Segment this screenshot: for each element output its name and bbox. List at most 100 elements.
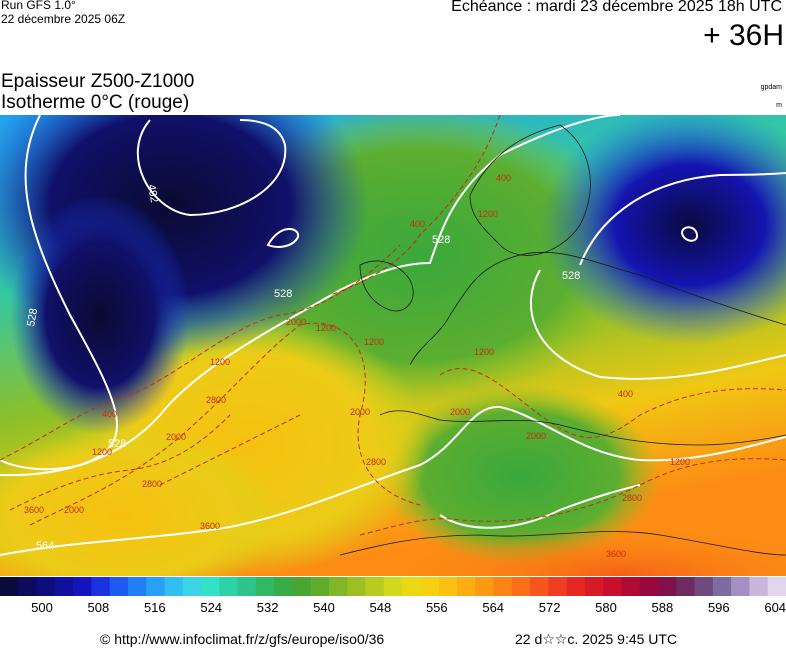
colorbar-swatch (73, 577, 92, 596)
colorbar-swatch (201, 577, 220, 596)
isotherm-label: 3600 (606, 549, 626, 559)
colorbar-swatch (0, 577, 19, 596)
colorbar-swatch (329, 577, 348, 596)
colorbar-swatch (767, 577, 786, 596)
colorbar-swatch (639, 577, 659, 596)
thickness-label: 528 (274, 288, 292, 300)
source-url-label: © http://www.infoclimat.fr/z/gfs/europe/… (100, 631, 385, 647)
isotherm-label: 1200 (364, 337, 384, 347)
valid-time-label: Echéance : mardi 23 décembre 2025 18h UT… (451, 0, 782, 15)
colorbar-swatch (676, 577, 696, 596)
colorbar-tick-label: 580 (595, 600, 617, 615)
colorbar-swatch (420, 577, 440, 596)
unit-m-label: m (776, 102, 782, 109)
colorbar-swatch (511, 577, 531, 596)
colorbar-tick-label: 540 (313, 600, 335, 615)
thickness-label: 528 (432, 234, 450, 246)
colorbar-tick-label: 556 (425, 600, 448, 615)
colorbar-swatch (164, 577, 184, 596)
colorbar-swatch (383, 577, 403, 596)
isotherm-label: 2000 (526, 431, 546, 441)
colorbar-swatch (292, 577, 312, 596)
generation-time-label: 22 d☆☆c. 2025 9:45 UTC (515, 631, 678, 647)
colorbar-swatch (731, 577, 751, 596)
colorbar-swatch (493, 577, 513, 596)
lead-time-label: + 36H (703, 19, 784, 52)
colorbar-swatch (603, 577, 623, 596)
weather-map: 492 528 528 528 528 528 564 400 400 1200… (0, 115, 786, 576)
colorbar-tick-label: 508 (87, 600, 110, 615)
isotherm-label: 2800 (142, 479, 162, 489)
thickness-label: 564 (36, 540, 54, 552)
isotherm-label: 400 (496, 173, 511, 183)
colorbar-swatch (310, 577, 330, 596)
colorbar-swatch (530, 577, 549, 596)
colorbar-swatch (219, 577, 239, 596)
colorbar-swatch (658, 577, 677, 596)
colorbar-swatch (438, 577, 458, 596)
isotherm-label: 2000 (166, 432, 186, 442)
colorbar-tick-label: 532 (256, 600, 279, 615)
isotherm-label: 2800 (206, 395, 226, 405)
colorbar-swatch (36, 577, 56, 596)
colorbar-tick-label: 596 (707, 600, 730, 615)
colorbar-swatch (347, 577, 367, 596)
isotherm-label: 400 (410, 219, 425, 229)
thickness-label: 528 (108, 438, 126, 450)
parameter-title-isotherm: Isotherme 0°C (rouge) (1, 92, 190, 113)
colorbar-swatch (255, 577, 275, 596)
thickness-label: 528 (25, 307, 40, 327)
isotherm-label: 1200 (478, 209, 498, 219)
colorbar-swatch (694, 577, 714, 596)
isotherm-label: 2800 (622, 493, 642, 503)
colorbar-swatch (456, 577, 476, 596)
colorbar-swatch (621, 577, 641, 596)
isotherm-label: 1200 (670, 457, 690, 467)
colorbar-swatch (566, 577, 586, 596)
isotherm-label: 1200 (474, 347, 494, 357)
run-date-label: 22 décembre 2025 06Z (1, 12, 126, 26)
colorbar-swatch (712, 577, 732, 596)
isotherm-label: 400 (102, 409, 117, 419)
isotherm-label: 2000 (286, 317, 306, 327)
colorbar-tick-label: 604 (764, 600, 786, 615)
colorbar-swatch (749, 577, 769, 596)
colorbar-swatch (475, 577, 495, 596)
unit-gpdam-label: gpdam (760, 84, 782, 91)
colorbar-swatch (18, 577, 38, 596)
colorbar-tick-label: 524 (200, 600, 223, 615)
colorbar-tick-label: 572 (538, 600, 561, 615)
isotherm-label: 2000 (350, 407, 370, 417)
colorbar-swatch (109, 577, 129, 596)
colorbar-swatch (237, 577, 257, 596)
colorbar-swatch (402, 577, 422, 596)
parameter-title-thickness: Epaisseur Z500-Z1000 (1, 71, 195, 92)
colorbar-tick-label: 548 (369, 600, 392, 615)
isotherm-label: 1200 (92, 447, 112, 457)
thickness-label: 492 (145, 183, 160, 203)
colorbar-swatch (127, 577, 147, 596)
model-run-label: Run GFS 1.0° (1, 0, 76, 12)
colorbar-swatch (146, 577, 166, 596)
colorbar-swatch (54, 577, 74, 596)
thickness-colorbar (0, 577, 786, 596)
isotherm-label: 3600 (200, 521, 220, 531)
colorbar-tick-label: 564 (482, 600, 505, 615)
thickness-label: 528 (562, 270, 580, 282)
colorbar-tick-label: 500 (31, 600, 53, 615)
isotherm-label: 3600 (24, 505, 44, 515)
colorbar-swatch (182, 577, 202, 596)
isotherm-label: 1200 (316, 323, 336, 333)
colorbar-swatch (365, 577, 385, 596)
isotherm-label: 2800 (366, 457, 386, 467)
isotherm-label: 400 (618, 389, 633, 399)
colorbar-swatch (274, 577, 294, 596)
colorbar-swatch (548, 577, 568, 596)
isotherm-label: 2000 (64, 505, 84, 515)
colorbar-swatch (91, 577, 111, 596)
isotherm-label: 1200 (210, 357, 230, 367)
colorbar-swatch (584, 577, 604, 596)
colorbar-tick-label: 588 (651, 600, 674, 615)
colorbar-tick-label: 516 (143, 600, 166, 615)
isotherm-label: 2000 (450, 407, 470, 417)
